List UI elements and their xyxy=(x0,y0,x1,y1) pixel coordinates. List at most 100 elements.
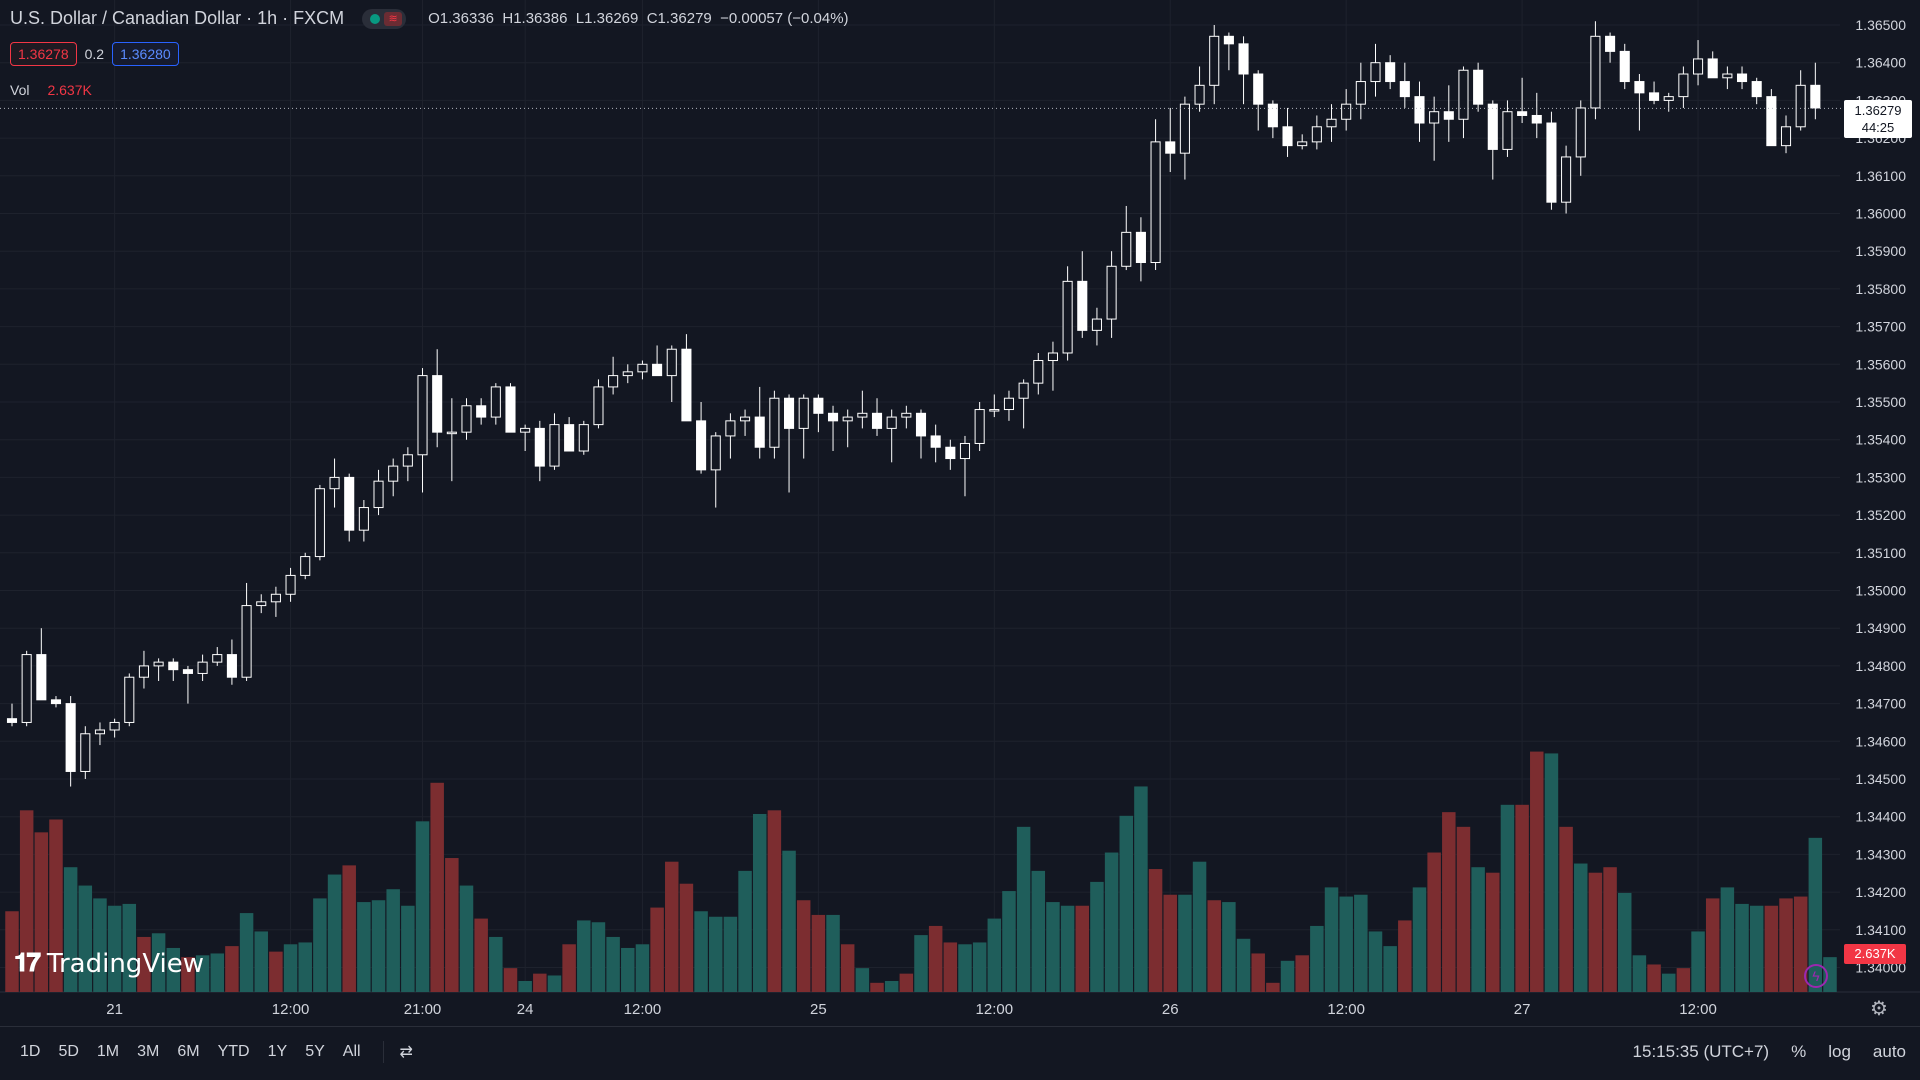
time-tick-label: 25 xyxy=(810,1001,827,1018)
volume-bar xyxy=(1119,815,1134,992)
volume-bar xyxy=(767,810,782,992)
candle-body xyxy=(1443,111,1454,120)
volume-bar xyxy=(1749,905,1764,992)
sell-button[interactable]: 1.36278 xyxy=(10,42,77,66)
candle-body xyxy=(1575,107,1586,158)
market-status[interactable]: ≋ xyxy=(362,8,407,29)
volume-bar xyxy=(1705,898,1720,992)
range-6m[interactable]: 6M xyxy=(177,1043,200,1060)
candle-body xyxy=(1091,318,1102,331)
candle-body xyxy=(21,654,32,723)
price-tick-label: 1.34600 xyxy=(1855,733,1906,749)
range-3m[interactable]: 3M xyxy=(137,1043,160,1060)
candlestick-chart[interactable]: 1.365001.364001.363001.362001.361001.360… xyxy=(0,0,1920,1026)
volume-bar xyxy=(1735,903,1749,992)
volume-bar xyxy=(1060,905,1075,992)
range-1y[interactable]: 1Y xyxy=(267,1043,288,1060)
candle-body xyxy=(1546,122,1557,203)
candle-body xyxy=(168,661,179,671)
price-tick-label: 1.35800 xyxy=(1855,281,1906,297)
volume-bar xyxy=(489,936,503,992)
volume-bar xyxy=(914,935,928,992)
volume-bar xyxy=(1295,955,1309,992)
volume-bar xyxy=(459,885,474,992)
price-tick-label: 1.34900 xyxy=(1855,620,1906,636)
price-tick-label: 1.36500 xyxy=(1855,17,1906,33)
volume-bar xyxy=(1823,957,1837,992)
volume-bar xyxy=(1266,982,1280,992)
volume-bar xyxy=(503,968,518,992)
volume-bar xyxy=(1354,894,1368,992)
gear-icon[interactable]: ⚙ xyxy=(1870,998,1888,1020)
volume-bar xyxy=(1530,751,1544,992)
volume-bar xyxy=(591,922,606,992)
range-5y[interactable]: 5Y xyxy=(305,1043,325,1060)
symbol-title[interactable]: U.S. Dollar / Canadian Dollar · 1h · FXC… xyxy=(10,8,345,28)
time-tick-label: 21 xyxy=(106,1001,123,1018)
volume-bar xyxy=(1016,826,1031,992)
volume-bar xyxy=(49,819,63,992)
range-all[interactable]: All xyxy=(342,1043,361,1060)
log-toggle[interactable]: log xyxy=(1828,1042,1851,1061)
change-value: −0.00057 (−0.04%) xyxy=(720,10,849,27)
grid-lines xyxy=(0,0,1920,993)
candle-body xyxy=(1517,111,1528,116)
spread-value: 0.2 xyxy=(84,46,105,62)
time-tick-label: 21:00 xyxy=(404,1001,442,1018)
auto-toggle[interactable]: auto xyxy=(1872,1042,1906,1061)
date-range-icon[interactable]: ⇄ xyxy=(399,1044,413,1061)
candle-body xyxy=(1399,81,1410,98)
candle-body xyxy=(1297,141,1308,147)
volume-bar xyxy=(151,933,166,992)
volume-bar xyxy=(1222,902,1236,992)
candle-body xyxy=(1458,69,1469,120)
volume-bar xyxy=(1207,900,1221,992)
candle-body xyxy=(94,729,106,735)
candle-body xyxy=(1678,73,1689,98)
price-tick-label: 1.36400 xyxy=(1855,55,1906,71)
volume-bar xyxy=(1046,902,1060,992)
lightning-icon[interactable]: ϟ xyxy=(1804,964,1828,988)
buy-button[interactable]: 1.36280 xyxy=(112,42,179,66)
candle-body xyxy=(388,465,399,482)
volume-bar xyxy=(1691,931,1705,992)
candle-body xyxy=(1179,103,1190,154)
tradingview-logo[interactable]: 𝟏𝟕 TradingView xyxy=(14,948,204,979)
range-1d[interactable]: 1D xyxy=(20,1043,41,1060)
volume-bar xyxy=(283,944,298,992)
candle-body xyxy=(959,442,971,460)
candle-body xyxy=(696,420,707,471)
price-tick-label: 1.35300 xyxy=(1855,469,1906,485)
price-tick-label: 1.35200 xyxy=(1855,507,1906,523)
candle-body xyxy=(197,661,208,674)
candle-body xyxy=(1795,84,1806,128)
volume-bar xyxy=(694,911,708,992)
candle-body xyxy=(1223,35,1234,45)
symbol-legend: U.S. Dollar / Canadian Dollar · 1h · FXC… xyxy=(10,8,849,29)
volume-bar xyxy=(1500,804,1515,992)
candle-body xyxy=(1062,280,1073,354)
volume-legend[interactable]: Vol 2.637K xyxy=(10,82,92,98)
price-tick-label: 1.34300 xyxy=(1855,846,1906,862)
range-5d[interactable]: 5D xyxy=(58,1043,79,1060)
candles xyxy=(6,21,1821,787)
price-tick-label: 1.34700 xyxy=(1855,696,1906,712)
time-tick-label: 12:00 xyxy=(624,1001,662,1018)
candle-body xyxy=(461,405,472,433)
range-ytd[interactable]: YTD xyxy=(217,1043,250,1060)
volume-bar xyxy=(1574,863,1588,992)
volume-bar xyxy=(195,955,210,992)
range-1m[interactable]: 1M xyxy=(96,1043,120,1060)
volume-bar xyxy=(1647,964,1661,992)
candle-body xyxy=(6,718,18,723)
market-open-icon xyxy=(370,13,381,24)
volume-bar xyxy=(1661,973,1676,992)
percent-toggle[interactable]: % xyxy=(1791,1042,1807,1061)
price-tick-label: 1.35900 xyxy=(1855,243,1906,259)
volume-bar xyxy=(1368,931,1383,992)
volume-bar xyxy=(78,885,93,992)
candle-body xyxy=(740,416,751,422)
clock-time[interactable]: 15:15:35 (UTC+7) xyxy=(1632,1042,1770,1061)
volume-bar xyxy=(796,900,811,992)
volume-bars xyxy=(5,751,1837,992)
